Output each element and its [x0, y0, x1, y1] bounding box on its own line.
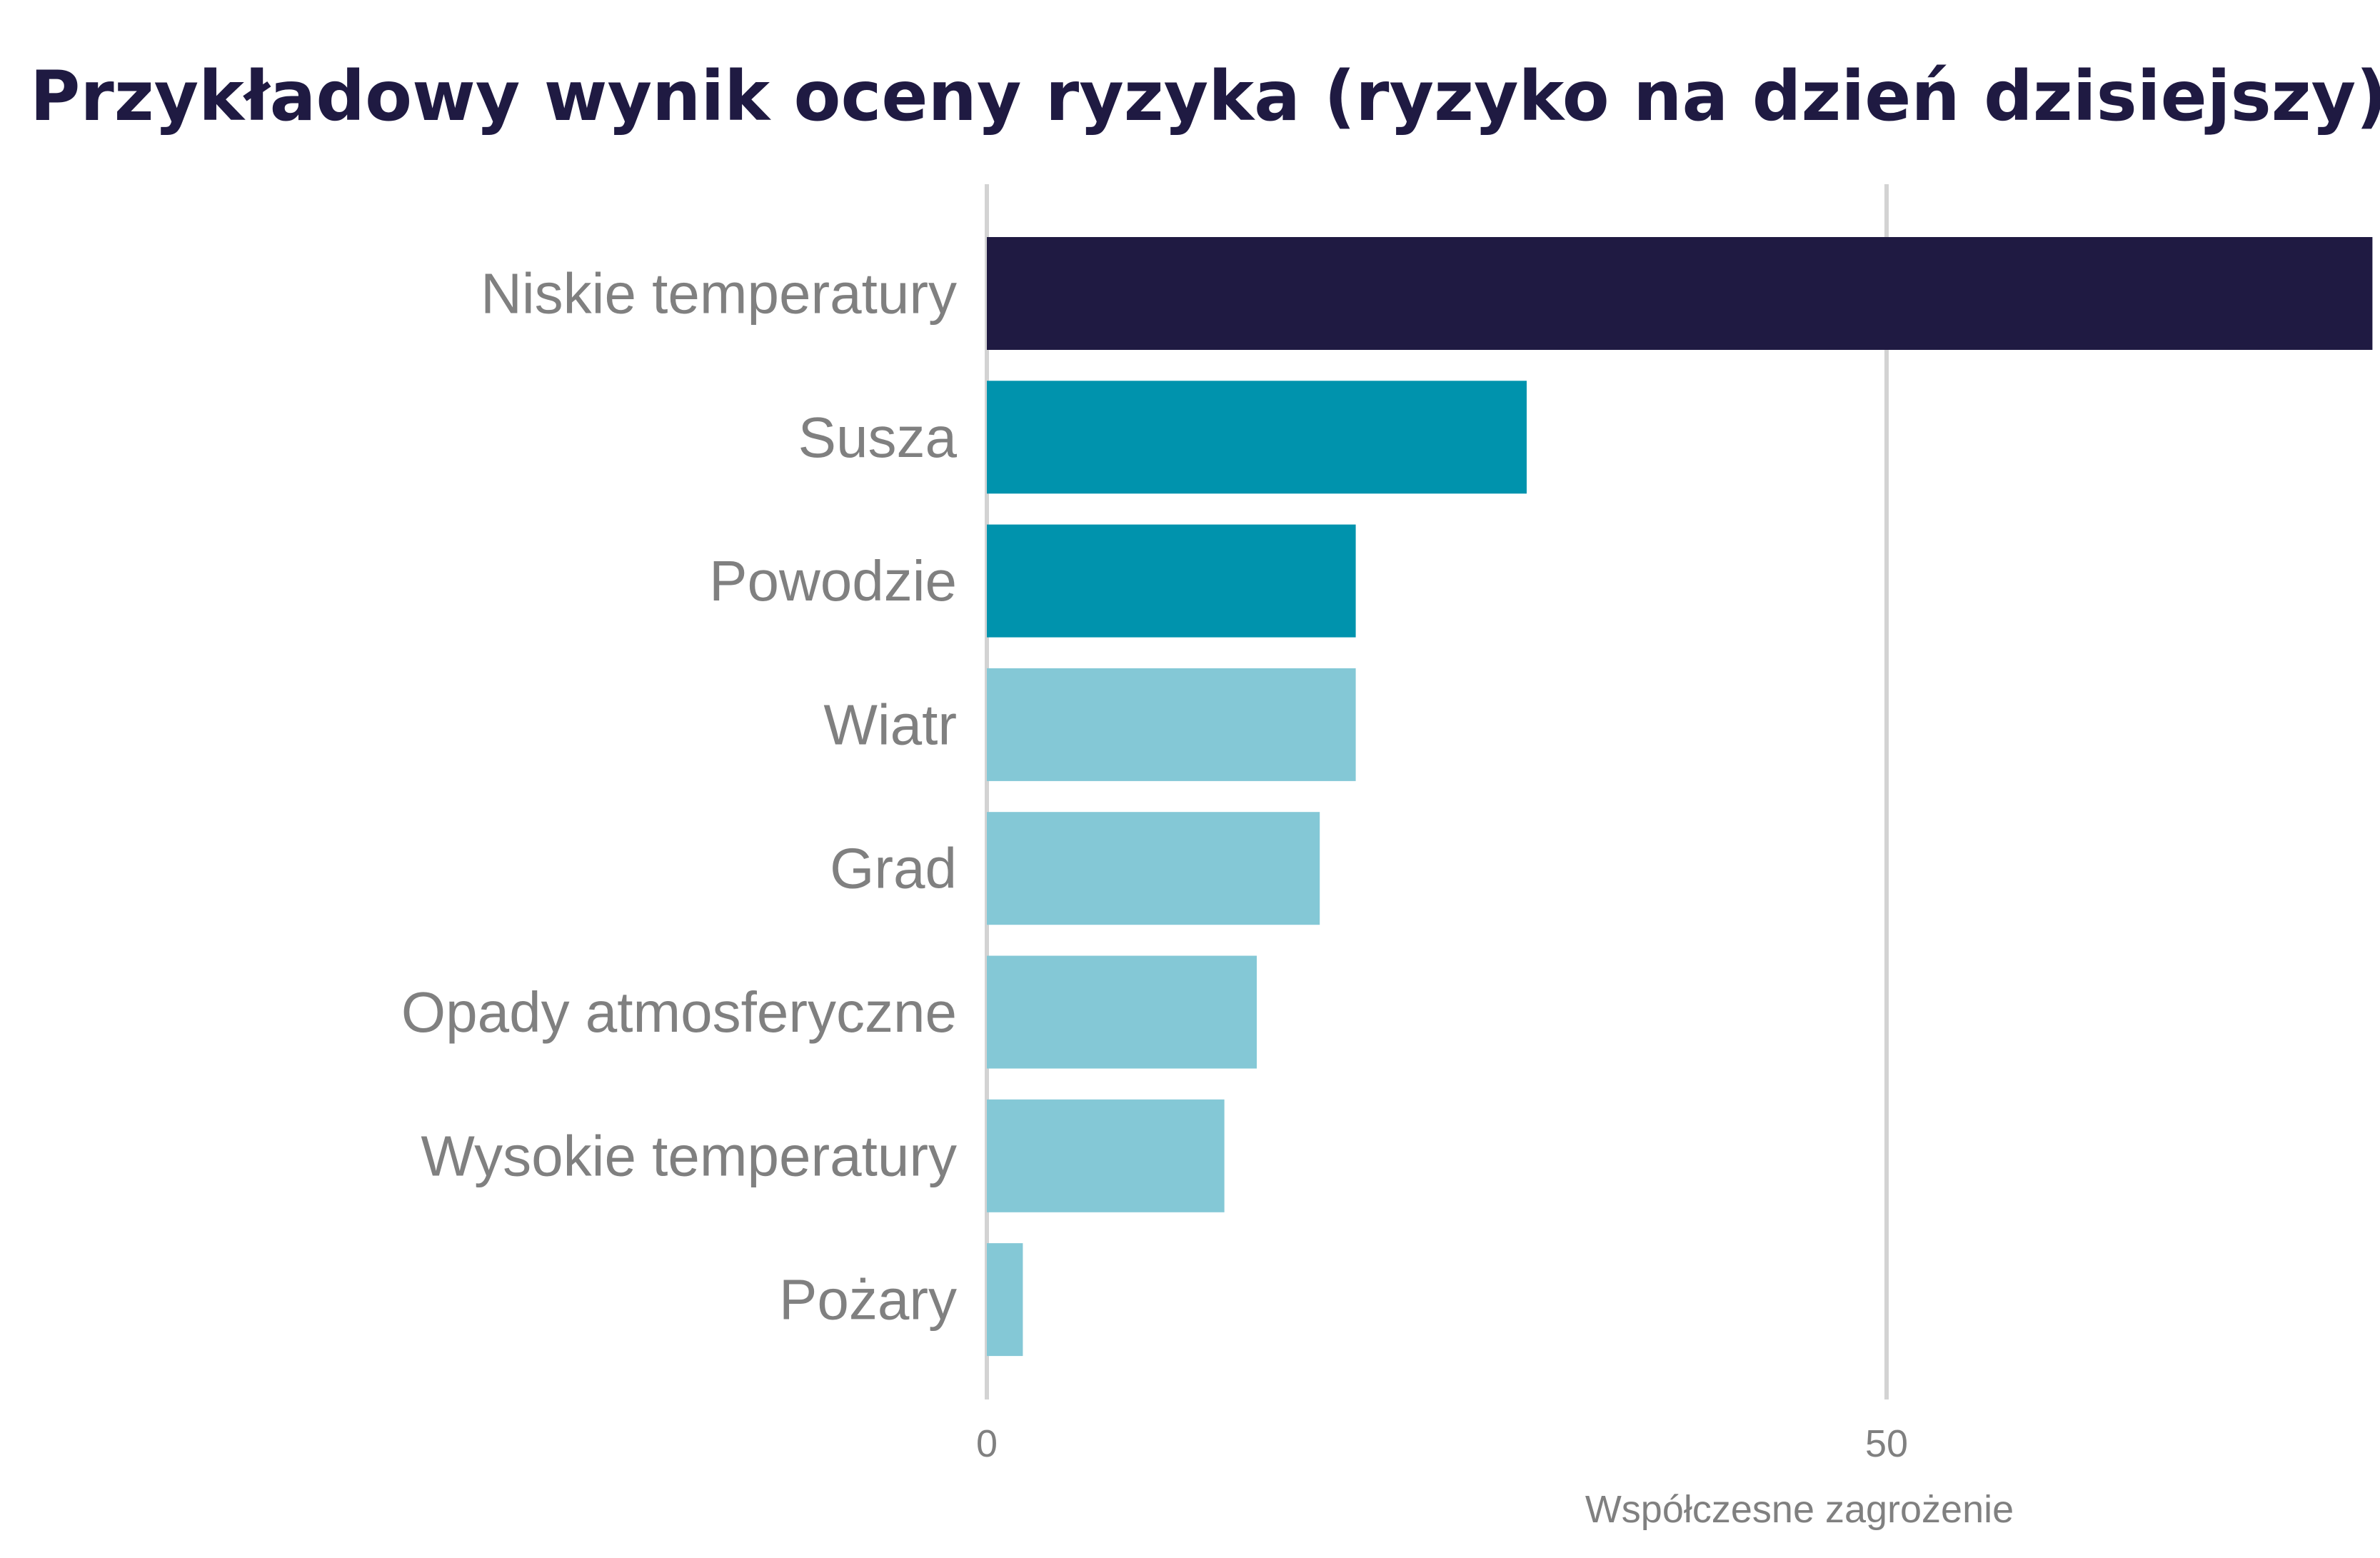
bar-2 [987, 381, 1527, 494]
category-label-3: Powodzie [709, 549, 957, 613]
chart-title: Przykładowy wynik oceny ryzyka (ryzyko n… [30, 56, 2380, 136]
category-label-7: Wysokie temperatury [421, 1124, 957, 1187]
x-axis-title: Współczesne zagrożenie [1585, 1488, 2014, 1531]
x-axis-ticks: 0 50 [976, 1422, 1908, 1465]
category-label-1: Niskie temperatury [481, 262, 957, 326]
bar-3 [987, 524, 1356, 638]
category-label-5: Grad [830, 837, 957, 900]
category-label-2: Susza [798, 406, 958, 469]
bar-1 [987, 237, 2373, 350]
bar-5 [987, 812, 1320, 925]
bar-6 [987, 955, 1257, 1069]
bar-4 [987, 668, 1356, 781]
category-label-6: Opady atmosferyczne [401, 980, 957, 1044]
x-tick-label-0: 0 [976, 1422, 998, 1465]
x-tick-label-50: 50 [1865, 1422, 1908, 1465]
category-label-8: Pożary [779, 1268, 957, 1332]
bar-8 [987, 1243, 1023, 1357]
bar-7 [987, 1099, 1225, 1212]
category-label-4: Wiatr [823, 693, 957, 756]
bars [987, 237, 2373, 1357]
category-labels: Niskie temperatury Susza Powodzie Wiatr Grad… [401, 262, 958, 1332]
grid-lines [985, 184, 1889, 1399]
